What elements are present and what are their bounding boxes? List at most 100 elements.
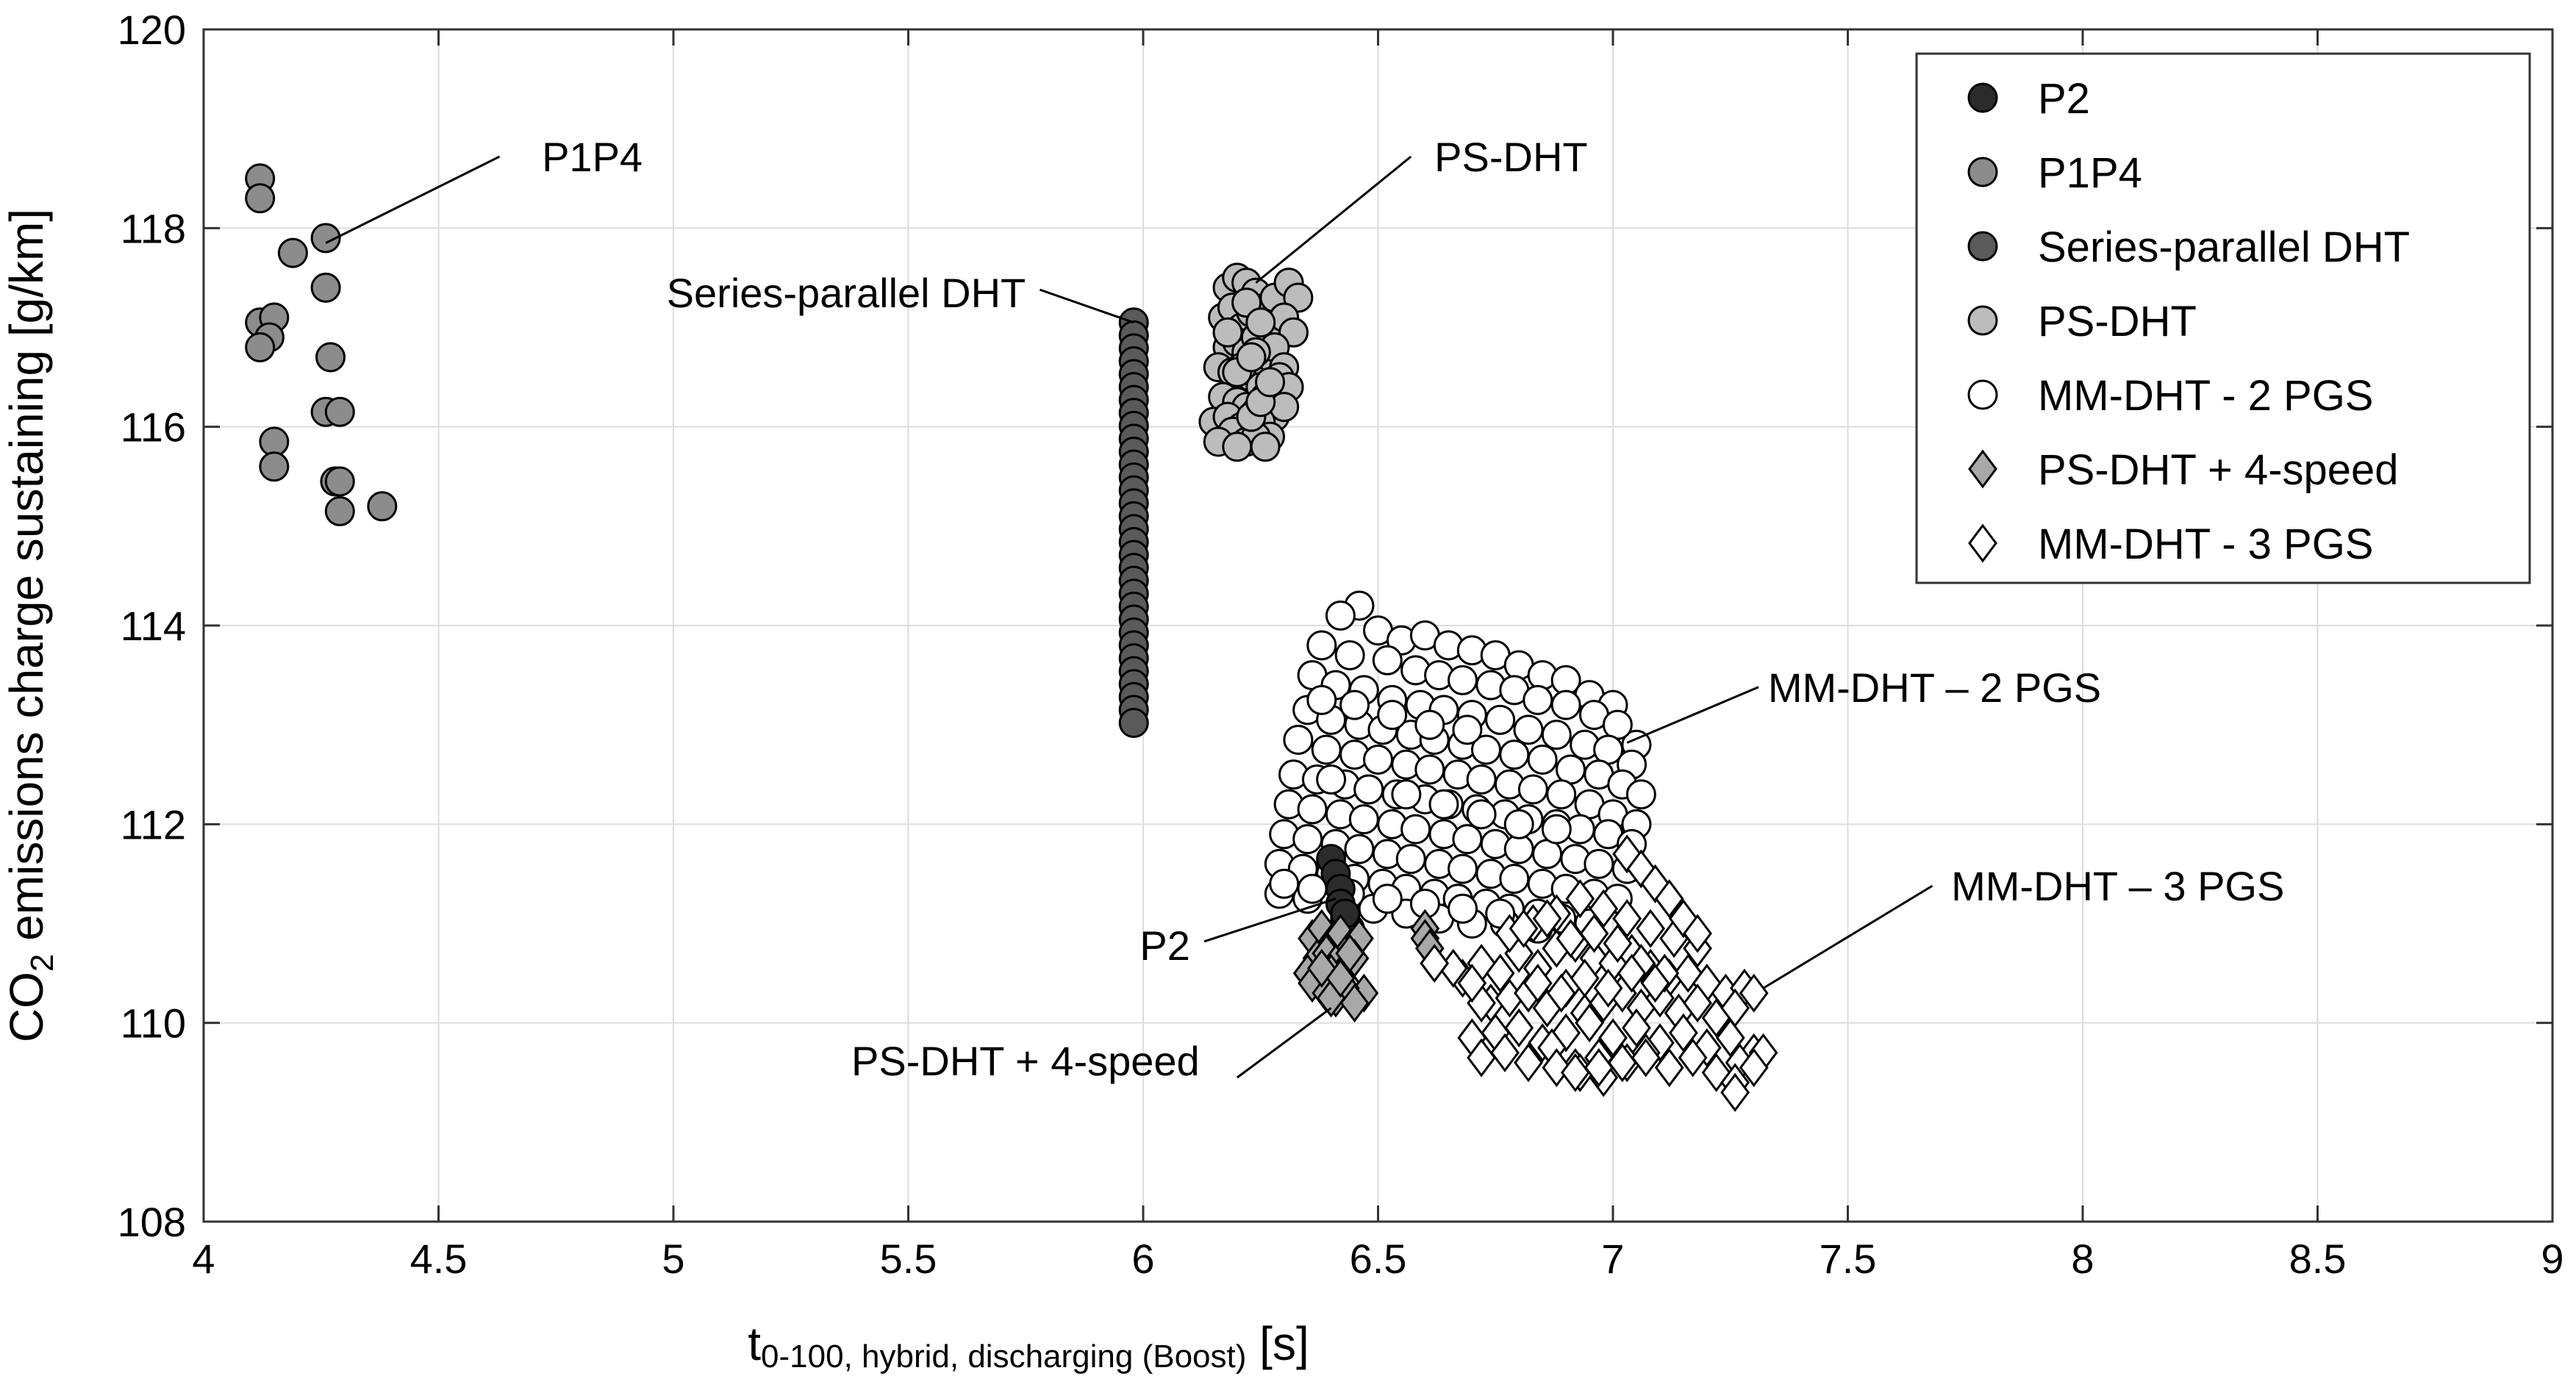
data-point [1222, 431, 1253, 462]
series-p1p4 [245, 163, 398, 527]
data-point [1236, 342, 1267, 373]
data-point [1589, 889, 1619, 928]
legend: P2 P1P4 Series-parallel DHT PS-DHT MM-DHT - … [1915, 52, 2531, 584]
data-point [1575, 1003, 1604, 1043]
data-point [1640, 964, 1670, 1003]
data-point [1556, 919, 1586, 958]
series-mm-dht-3-pgs [1420, 834, 1778, 1112]
legend-label: P1P4 [2038, 149, 2142, 197]
series-mm-dht-2-pgs [1264, 590, 1656, 944]
annotation-label: PS-DHT [1434, 134, 1587, 180]
data-point [1523, 684, 1553, 715]
data-point [310, 272, 341, 303]
legend-marker [1968, 523, 1997, 563]
data-point [1607, 1043, 1637, 1083]
x-axis-title-unit: [s] [1246, 1317, 1309, 1370]
annotation-label: PS-DHT + 4-speed [851, 1038, 1200, 1084]
data-point [1269, 868, 1300, 899]
data-point [1377, 700, 1408, 731]
legend-marker [1967, 82, 1998, 113]
legend-label: P2 [2038, 75, 2090, 123]
data-point [1485, 704, 1516, 735]
legend-label: PS-DHT [2038, 298, 2197, 345]
series-series-parallel-dht [1118, 307, 1149, 738]
data-point [1598, 1018, 1628, 1058]
annotation-label: Series-parallel DHT [667, 270, 1026, 316]
y-axis-title-pre: CO [0, 972, 53, 1042]
data-point [1325, 600, 1356, 631]
data-point [1372, 645, 1403, 675]
data-point [1311, 734, 1342, 765]
legend-marker [1967, 157, 1998, 187]
data-point [1316, 764, 1347, 795]
data-point [1306, 630, 1337, 661]
data-point [259, 451, 290, 482]
data-point [1542, 1047, 1572, 1087]
data-point [1509, 908, 1539, 948]
data-point [1503, 809, 1534, 839]
legend-label: MM-DHT - 2 PGS [2038, 372, 2374, 420]
data-point [1400, 814, 1431, 845]
x-tick-label: 6.5 [1350, 1236, 1407, 1282]
data-point [1118, 707, 1149, 738]
data-point [1395, 844, 1426, 875]
y-tick-label: 120 [118, 7, 186, 53]
data-point [1499, 739, 1530, 770]
data-point [1527, 744, 1558, 775]
data-point [1292, 824, 1323, 855]
data-point [1546, 973, 1576, 1013]
series-p2 [1316, 844, 1365, 944]
data-point [1561, 1053, 1590, 1092]
data-point [1517, 774, 1548, 805]
data-point [1541, 814, 1572, 845]
data-point [1466, 764, 1497, 795]
legend-label: MM-DHT - 3 PGS [2038, 520, 2374, 568]
x-tick-label: 6 [1131, 1236, 1154, 1282]
x-axis-title-sub: 0-100, hybrid, discharging (Boost) [761, 1338, 1246, 1375]
data-point [1668, 1013, 1698, 1053]
y-axis-title-sub: 2 [24, 954, 60, 972]
data-point [1339, 983, 1370, 1023]
x-tick-label: 7.5 [1820, 1236, 1877, 1282]
data-point [324, 496, 355, 527]
annotation-leader-line [1626, 686, 1759, 744]
data-point [1739, 1047, 1769, 1087]
data-point [1283, 724, 1314, 755]
data-point [1625, 779, 1656, 810]
data-point [1584, 1047, 1614, 1087]
data-point [1353, 774, 1384, 805]
data-point [1452, 824, 1483, 855]
data-point [1504, 1008, 1534, 1047]
data-point [1485, 953, 1515, 993]
data-point [1466, 799, 1497, 830]
data-point [1514, 1043, 1543, 1083]
data-point [1683, 914, 1712, 953]
y-axis-title-post: emissions charge sustaining [g/km] [0, 209, 53, 954]
data-point [1565, 879, 1595, 919]
data-point [1335, 933, 1365, 973]
annotation-leader-line [1255, 155, 1412, 284]
x-tick-label: 4.5 [410, 1236, 468, 1282]
data-point [1348, 804, 1379, 835]
data-point [1420, 944, 1450, 983]
data-point [1603, 924, 1633, 964]
data-point [1245, 307, 1276, 338]
x-tick-label: 5 [662, 1236, 684, 1282]
data-point [1448, 893, 1478, 924]
annotation-leader-line [1236, 1007, 1332, 1079]
data-point [324, 466, 355, 497]
y-tick-label: 110 [121, 1000, 186, 1047]
data-point [1344, 834, 1375, 864]
x-tick-label: 9 [2541, 1236, 2564, 1282]
x-axis-title: t0-100, hybrid, discharging (Boost) [s] [748, 1317, 1309, 1375]
data-point [1636, 908, 1665, 948]
data-point [1523, 964, 1553, 1003]
legend-marker [1968, 449, 1997, 489]
x-tick-label: 7 [1601, 1236, 1624, 1282]
data-point [1325, 958, 1356, 998]
data-point [245, 332, 276, 363]
annotation-leader-line [325, 155, 501, 244]
x-tick-label: 5.5 [880, 1236, 937, 1282]
data-point [1334, 640, 1365, 671]
data-point [1532, 899, 1562, 939]
